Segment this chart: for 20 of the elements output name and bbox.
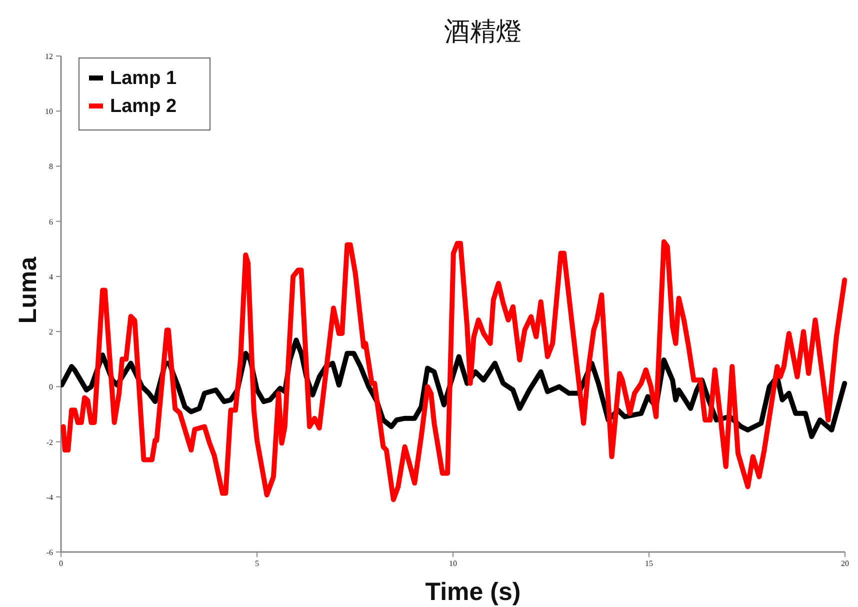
x-tick-label: 20	[841, 559, 849, 568]
legend-label: Lamp 2	[110, 96, 177, 117]
y-tick-label: 8	[49, 162, 53, 172]
y-tick-label: 4	[49, 272, 53, 282]
y-tick-label: -6	[46, 548, 53, 557]
y-tick-label: -4	[46, 492, 53, 502]
y-tick-label: 12	[45, 52, 53, 61]
xlabel: Time (s)	[425, 578, 521, 606]
y-tick-label: 2	[49, 328, 53, 337]
y-tick-label: 10	[45, 107, 53, 116]
x-tick-label: 5	[255, 559, 259, 568]
ylabel: Luma	[14, 256, 42, 324]
y-tick-label: 0	[49, 382, 53, 392]
legend-label: Lamp 1	[110, 68, 177, 89]
x-tick-label: 0	[59, 559, 63, 568]
x-tick-label: 10	[449, 559, 457, 568]
y-tick-label: -2	[46, 438, 53, 447]
title: 酒精燈	[444, 17, 522, 47]
y-tick-label: 6	[49, 217, 53, 226]
x-tick-label: 15	[645, 559, 653, 568]
